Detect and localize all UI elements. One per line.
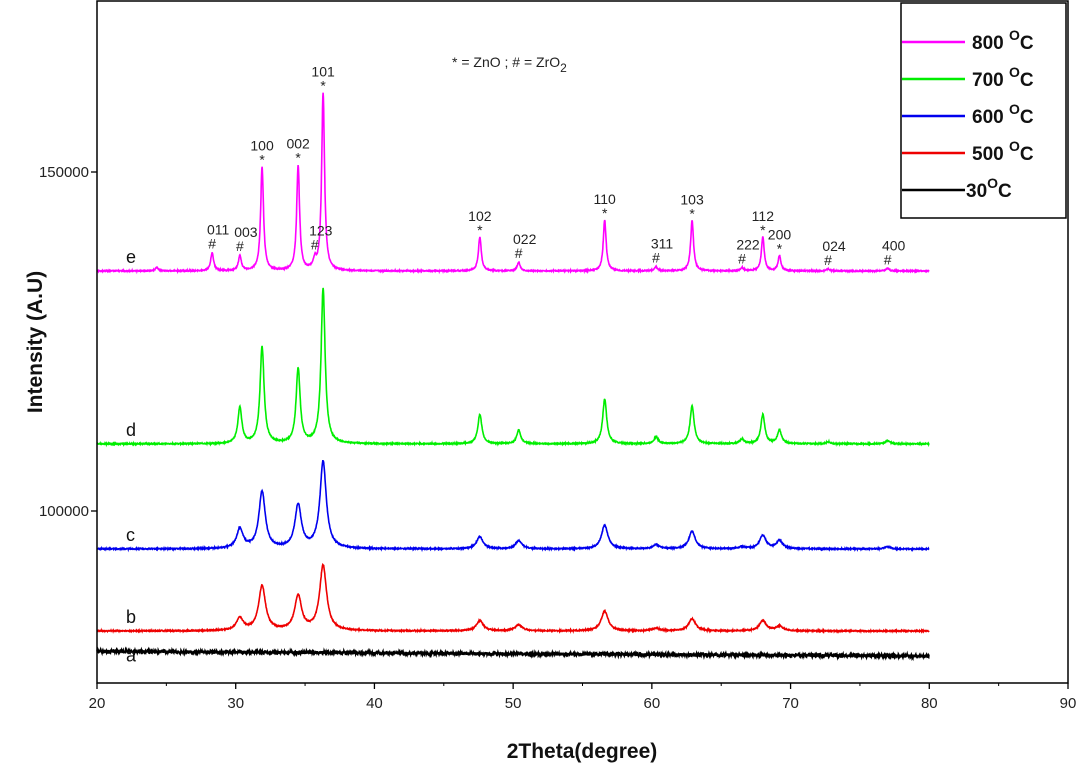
y-axis-label: Intensity (A.U) [24,271,47,413]
annotation-label-103: 103 [680,192,704,208]
annotation-label-112: 112 [752,208,775,224]
x-axis-label: 2Theta(degree) [507,740,658,763]
x-tick-label: 70 [782,695,799,712]
annotation-label-123: 123 [309,223,333,239]
y-axis: 100000 150000 [39,164,97,520]
legend-label-a: 30OC [966,175,1012,202]
x-tick-label: 90 [1060,695,1077,712]
phase-note-text: * = ZnO ; # = ZrO [452,54,560,70]
x-tick-label: 50 [505,695,522,712]
legend-temp: 600 [972,107,1009,128]
legend-label-c: 600 OC [972,101,1034,128]
legend-unit: C [1020,70,1034,91]
legend-degree: O [1009,138,1020,154]
legend-label-b: 500 OC [972,138,1034,165]
y-tick-label: 150000 [39,164,89,181]
curve-label-d: d [126,420,136,440]
annotation-symbol: # [738,250,746,266]
curve-label-c: c [126,525,135,545]
legend-temp: 800 [972,33,1009,54]
legend-unit: C [1020,33,1034,54]
series-line-e [96,92,930,275]
legend-degree: O [987,175,998,191]
annotation-label-200: 200 [768,227,792,243]
annotation-label-110: 110 [594,191,617,207]
legend-unit: C [1020,107,1034,128]
annotation-symbol: # [884,251,892,267]
peak-annotations: #011#003*100*002#123*101*102#022*110#311… [207,63,906,268]
legend-temp: 500 [972,144,1009,165]
curve-labels: e d c ba [126,247,137,665]
annotation-symbol: * [295,150,301,166]
curve-label-e: e [126,247,136,267]
annotation-label-102: 102 [468,208,492,224]
legend-temp: 30 [966,181,987,202]
legend-unit: C [1020,144,1034,165]
x-tick-label: 40 [366,695,383,712]
annotation-symbol: # [652,250,660,266]
annotation-label-024: 024 [822,238,846,254]
annotation-symbol: * [320,77,326,93]
legend-label-e: 800 OC [972,27,1034,54]
annotation-label-400: 400 [882,237,906,253]
legend-box [900,2,1067,219]
annotation-symbol: # [515,245,523,261]
annotation-symbol: # [311,237,319,253]
annotation-label-003: 003 [234,224,258,240]
annotation-label-011: 011 [207,222,230,238]
annotation-label-101: 101 [311,63,335,79]
annotation-symbol: * [477,222,483,238]
curves [96,92,930,662]
phase-note-subscript: 2 [560,61,567,75]
series-line-c [96,460,930,553]
annotation-symbol: * [760,222,766,238]
annotation-symbol: # [208,236,216,252]
annotation-symbol: * [259,152,265,168]
curve-label-b: b [126,607,136,627]
legend-temp: 700 [972,70,1009,91]
annotation-symbol: * [777,241,783,257]
annotation-symbol: * [602,205,608,221]
legend-label-d: 700 OC [972,64,1034,91]
annotation-label-311: 311 [651,236,674,252]
legend-degree: O [1009,101,1020,117]
annotation-label-222: 222 [736,236,760,252]
legend-unit: C [998,181,1012,202]
annotation-symbol: # [824,252,832,268]
annotation-label-100: 100 [250,138,274,154]
annotation-symbol: # [236,238,244,254]
x-axis: 20 30 40 50 60 70 80 90 [89,683,1077,712]
legend-degree: O [1009,27,1020,43]
annotation-symbol: * [689,206,695,222]
phase-note: * = ZnO ; # = ZrO2 [452,54,567,75]
annotation-label-022: 022 [513,231,537,247]
series-line-b [96,562,930,635]
x-tick-label: 80 [921,695,938,712]
annotation-label-002: 002 [286,136,310,152]
x-tick-label: 30 [227,695,244,712]
legend-degree: O [1009,64,1020,80]
series-line-a [96,646,930,662]
curve-label-a: a [126,645,137,665]
x-tick-label: 20 [89,695,106,712]
series-line-d [96,287,930,448]
y-tick-label: 100000 [39,503,89,520]
x-tick-label: 60 [644,695,661,712]
